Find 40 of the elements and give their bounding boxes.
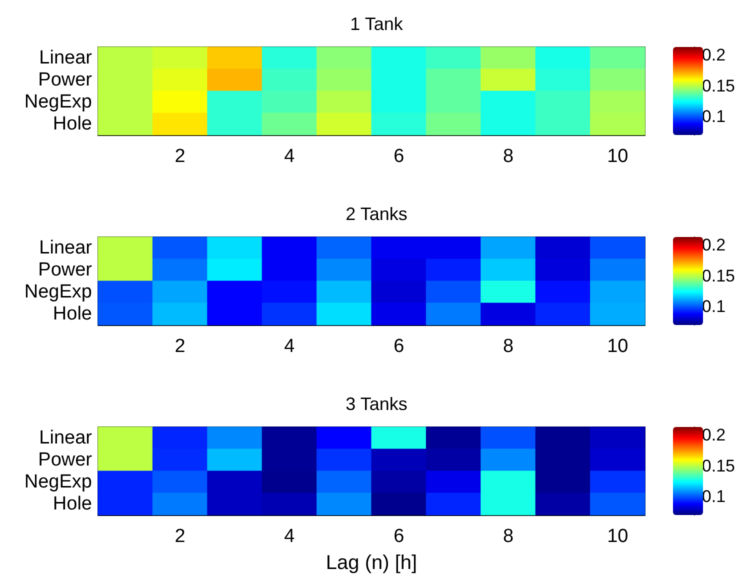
x-tick-label: 2 — [174, 526, 186, 547]
y-tick-label: NegExp — [24, 472, 92, 492]
x-tick-label: 6 — [394, 526, 404, 547]
chart-title: 1 Tank — [350, 14, 404, 34]
x-tick-label: 10 — [607, 526, 628, 547]
x-tick-label: 10 — [607, 336, 628, 357]
color-bar-label: 0.2 — [702, 426, 726, 444]
y-tick-label: Hole — [52, 114, 92, 134]
chart-title: 2 Tanks — [346, 204, 408, 224]
y-tick-label: NegExp — [24, 92, 92, 112]
x-tick-label: 8 — [502, 146, 514, 167]
y-tick-label: Power — [38, 70, 93, 90]
x-tick-label: 4 — [284, 526, 296, 547]
x-tick-label: 8 — [502, 336, 514, 357]
y-tick-label: Linear — [39, 428, 93, 448]
x-tick-label: 4 — [284, 146, 296, 167]
chart-title: 3 Tanks — [346, 394, 408, 414]
color-bar-label: 0.1 — [702, 297, 726, 316]
color-bar-label: 0.15 — [702, 266, 736, 286]
y-tick-label: Hole — [52, 304, 92, 324]
color-bar-label: 0.2 — [702, 236, 726, 254]
x-tick-label: 4 — [284, 336, 296, 357]
y-tick-label: Linear — [39, 238, 93, 258]
y-tick-label: Power — [38, 450, 93, 470]
color-bar-label: 0.15 — [702, 76, 736, 96]
color-bar-label: 0.1 — [702, 107, 726, 126]
x-tick-label: 10 — [607, 146, 628, 167]
x-tick-label: 2 — [174, 336, 186, 357]
x-axis-title: Lag (n) [h] — [326, 552, 418, 574]
x-tick-label: 2 — [174, 146, 186, 167]
y-tick-label: Linear — [39, 48, 93, 68]
color-bar-label: 0.15 — [702, 456, 736, 476]
y-tick-label: Hole — [52, 494, 92, 514]
y-tick-label: Power — [38, 260, 93, 280]
color-bar-label: 0.1 — [702, 487, 726, 506]
color-bar-label: 0.2 — [702, 46, 726, 64]
x-tick-label: 6 — [394, 336, 404, 357]
x-tick-label: 8 — [502, 526, 514, 547]
y-tick-label: NegExp — [24, 282, 92, 302]
x-tick-label: 6 — [394, 146, 404, 167]
